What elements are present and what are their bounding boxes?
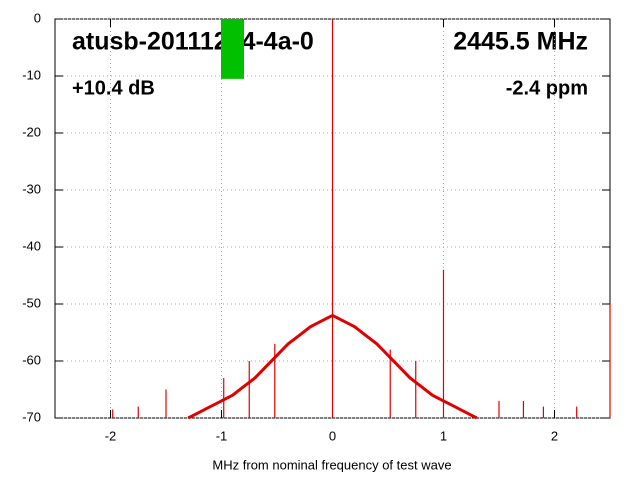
- level: +10.4 dB: [72, 77, 155, 99]
- device-title: atusb-20111214-4a-0: [72, 28, 314, 56]
- y-tick-label: -10: [22, 67, 41, 82]
- y-tick-label: -50: [22, 295, 41, 310]
- level-bar: [221, 19, 244, 79]
- y-tick-label: -20: [22, 124, 41, 139]
- y-tick-label: -60: [22, 352, 41, 367]
- y-tick-label: -70: [22, 409, 41, 424]
- x-tick-label: -2: [105, 428, 117, 443]
- y-tick-label: -40: [22, 238, 41, 253]
- frequency: 2445.5 MHz: [453, 28, 588, 56]
- x-tick-label: 0: [329, 428, 336, 443]
- x-tick-label: 1: [440, 428, 447, 443]
- offset: -2.4 ppm: [506, 77, 588, 99]
- x-axis-label: MHz from nominal frequency of test wave: [212, 457, 451, 472]
- x-tick-label: 2: [551, 428, 558, 443]
- y-tick-label: -30: [22, 181, 41, 196]
- x-tick-label: -1: [216, 428, 228, 443]
- y-tick-label: 0: [34, 10, 41, 25]
